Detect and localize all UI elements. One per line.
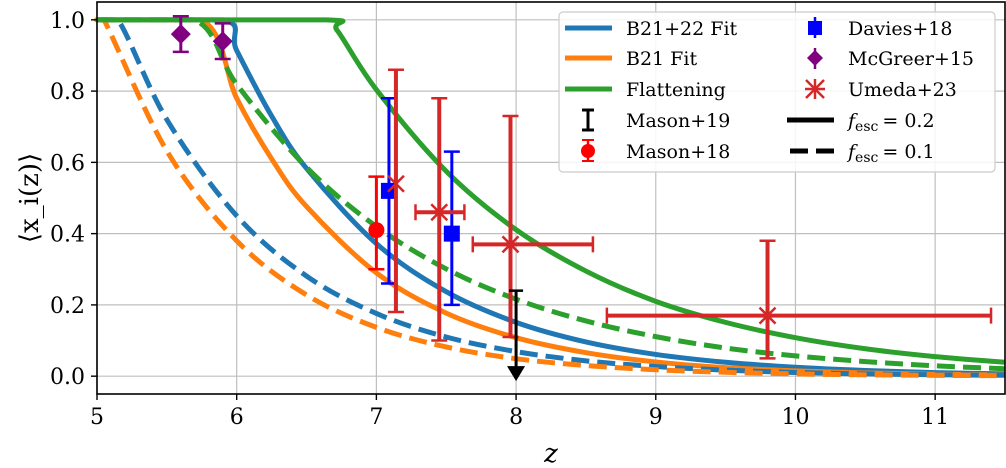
x-tick-label: 10 <box>781 405 809 430</box>
legend-label-mason19: Mason+19 <box>626 110 730 132</box>
marker-x <box>430 203 449 222</box>
legend-label-mason18: Mason+18 <box>626 141 730 163</box>
x-tick-label: 9 <box>649 405 663 430</box>
curve-flattening-fesc-0.1 <box>97 17 1006 372</box>
plot-frame <box>96 1 1006 395</box>
marker-x <box>501 235 520 254</box>
x-tick-label: 5 <box>90 405 104 430</box>
y-tick-label: 0.2 <box>50 294 85 319</box>
legend-label-davies18: Davies+18 <box>848 18 952 40</box>
marker-diamond <box>170 24 191 45</box>
legend-label-b21: B21 Fit <box>626 48 697 70</box>
y-tick-label: 0.8 <box>50 80 85 105</box>
x-tick-label: 8 <box>509 405 523 430</box>
y-tick-label: 0.0 <box>50 365 85 390</box>
curve-flattening-fesc-0.2 <box>97 17 1006 365</box>
legend-marker-mason19 <box>582 108 594 132</box>
legend-label-umeda23: Umeda+23 <box>848 79 957 101</box>
point-umeda-23 <box>605 239 993 360</box>
point-mcgreer-15 <box>212 22 233 61</box>
curve-b21-22-fit-fesc-0.2 <box>97 17 1006 377</box>
y-tick-label: 0.4 <box>50 223 85 248</box>
legend-marker-umeda23 <box>805 79 825 99</box>
legend-label-b21-22: B21+22 Fit <box>626 18 738 40</box>
curve-b21-fit-fesc-0.1 <box>94 17 1006 379</box>
legend-label-mcgreer15: McGreer+15 <box>848 48 974 70</box>
model-curves <box>94 17 1006 379</box>
x-tick-label: 11 <box>921 405 949 430</box>
legend-label-flattening: Flattening <box>626 79 726 101</box>
ticks: 5 6 7 8 9 10 11 0.0 0.2 0.4 0.6 0.8 1.0 <box>50 9 949 430</box>
point-mason-19 <box>507 289 526 382</box>
point-umeda-23 <box>387 68 405 314</box>
observations <box>170 15 993 382</box>
point-mason-18 <box>368 175 385 271</box>
point-umeda-23 <box>414 96 466 342</box>
legend-marker-davies18 <box>808 17 822 38</box>
marker-diamond <box>212 31 233 52</box>
legend-box <box>558 11 996 173</box>
point-mcgreer-15 <box>170 15 191 54</box>
y-tick-label: 0.6 <box>50 151 85 176</box>
marker-square <box>443 225 460 242</box>
marker-x <box>387 174 405 193</box>
legend: B21+22 Fit B21 Fit Flattening Mason+19 M… <box>558 11 996 173</box>
legend-label-fesc-dashed: fesc = 0.1 <box>846 141 935 166</box>
y-axis-label: ⟨x_i(z)⟩ <box>15 153 45 243</box>
x-tick-label: 7 <box>369 405 383 430</box>
x-axis-label: z <box>543 439 558 468</box>
x-tick-label: 6 <box>230 405 244 430</box>
legend-marker-mcgreer15 <box>807 48 823 69</box>
marker-circle <box>368 222 385 239</box>
legend-marker-mason18 <box>581 139 595 162</box>
marker-x <box>758 306 777 325</box>
point-davies-18 <box>443 150 460 307</box>
y-tick-label: 1.0 <box>50 9 85 34</box>
arrow-down-icon <box>507 366 526 382</box>
legend-label-fesc-solid: fesc = 0.2 <box>846 110 935 135</box>
point-umeda-23 <box>471 114 595 339</box>
